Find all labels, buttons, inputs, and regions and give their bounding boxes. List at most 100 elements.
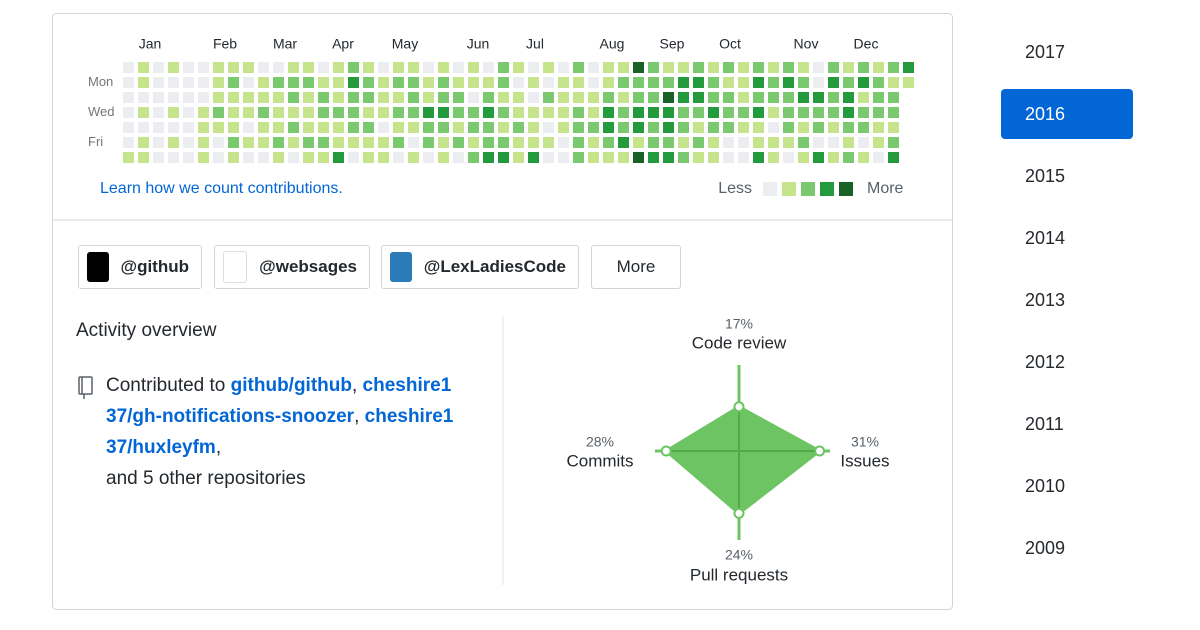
contribution-cell [228,77,239,88]
month-label: Nov [794,36,819,52]
contribution-cell [468,77,479,88]
legend-more: More [867,180,904,197]
text: and 5 other repositories [106,468,306,489]
contribution-cell [588,62,599,73]
contribution-cell [303,122,314,133]
contribution-cell [633,122,644,133]
separator: , [354,406,360,427]
contribution-cell [663,122,674,133]
more-button[interactable]: More [591,245,681,289]
contribution-cell [543,107,554,118]
contribution-cell [378,122,389,133]
contribution-cell [603,137,614,148]
contribution-cell [843,62,854,73]
contribution-cell [843,77,854,88]
year-link[interactable]: 2011 [1025,414,1064,434]
contribution-cell [378,137,389,148]
contribution-cell [363,92,374,103]
contribution-cell [228,137,239,148]
contribution-cell [363,137,374,148]
contribution-cell [333,137,344,148]
contribution-cell [873,137,884,148]
month-label: Jun [467,36,490,52]
contribution-cell [753,122,764,133]
month-label: May [392,36,418,52]
year-link[interactable]: 2009 [1025,538,1066,558]
contribution-cell [828,107,839,118]
radar-point [733,507,745,519]
contribution-cell [153,122,164,133]
repo-link[interactable]: github/github [230,375,352,396]
contribution-cell [813,77,824,88]
contribution-cell [588,137,599,148]
contribution-cell [828,152,839,163]
contribution-cell [573,62,584,73]
contribution-cell [168,77,179,88]
contribution-cell [768,107,779,118]
year-link[interactable]: 2014 [1025,228,1066,248]
contribution-cell [558,77,569,88]
contribution-cell [738,152,749,163]
contribution-cell [438,77,449,88]
contribution-cell [588,92,599,103]
contribution-cell [648,77,659,88]
contribution-cell [603,122,614,133]
contribution-cell [183,122,194,133]
day-label: Mon [88,74,113,89]
contribution-cell [873,62,884,73]
contribution-cell [618,107,629,118]
year-link[interactable]: 2017 [1025,42,1066,62]
learn-link[interactable]: Learn how we count contributions. [100,180,343,197]
contribution-cell [813,107,824,118]
year-link[interactable]: 2012 [1025,352,1066,372]
contribution-cell [783,152,794,163]
contribution-cell [708,77,719,88]
org-avatar [87,252,109,282]
contribution-cell [393,107,404,118]
contribution-cell [168,122,179,133]
contribution-cell [423,137,434,148]
year-link[interactable]: 2015 [1025,166,1066,186]
contribution-cell [708,137,719,148]
contribution-cell [333,77,344,88]
year-link[interactable]: 2016 [1001,89,1133,139]
year-link[interactable]: 2013 [1025,290,1066,310]
contribution-cell [123,122,134,133]
contribution-cell [798,107,809,118]
contribution-cell [213,77,224,88]
contribution-cell [813,92,824,103]
contribution-cell [228,92,239,103]
contribution-cell [768,137,779,148]
contribution-cell [558,152,569,163]
contribution-cell [558,92,569,103]
contribution-cell [318,137,329,148]
contribution-cell [768,92,779,103]
contribution-cell [873,92,884,103]
contribution-cell [288,62,299,73]
legend-swatch [763,182,777,196]
contribution-cell [573,122,584,133]
contribution-cell [243,62,254,73]
contribution-cell [873,107,884,118]
radar-label: Commits [566,451,633,470]
contribution-cell [273,107,284,118]
separator: , [215,437,222,458]
org-button[interactable]: @github [78,245,202,289]
repo-link[interactable]: cheshire137/gh-notifications-snoozer [106,375,452,427]
contribution-cell [393,152,404,163]
org-avatar [390,252,412,282]
org-button[interactable]: @LexLadiesCode [381,245,579,289]
org-button[interactable]: @websages [214,245,370,289]
contribution-cell [678,77,689,88]
repo-link[interactable]: cheshire137/huxleyfm [106,406,454,458]
contribution-cell [333,122,344,133]
contribution-cell [273,77,284,88]
contribution-cell [198,92,209,103]
contribution-cell [663,152,674,163]
contribution-cell [348,62,359,73]
year-link[interactable]: 2010 [1025,476,1066,496]
day-label: Fri [88,134,103,149]
contribution-cell [363,122,374,133]
contribution-cell [393,62,404,73]
contribution-cell [603,77,614,88]
